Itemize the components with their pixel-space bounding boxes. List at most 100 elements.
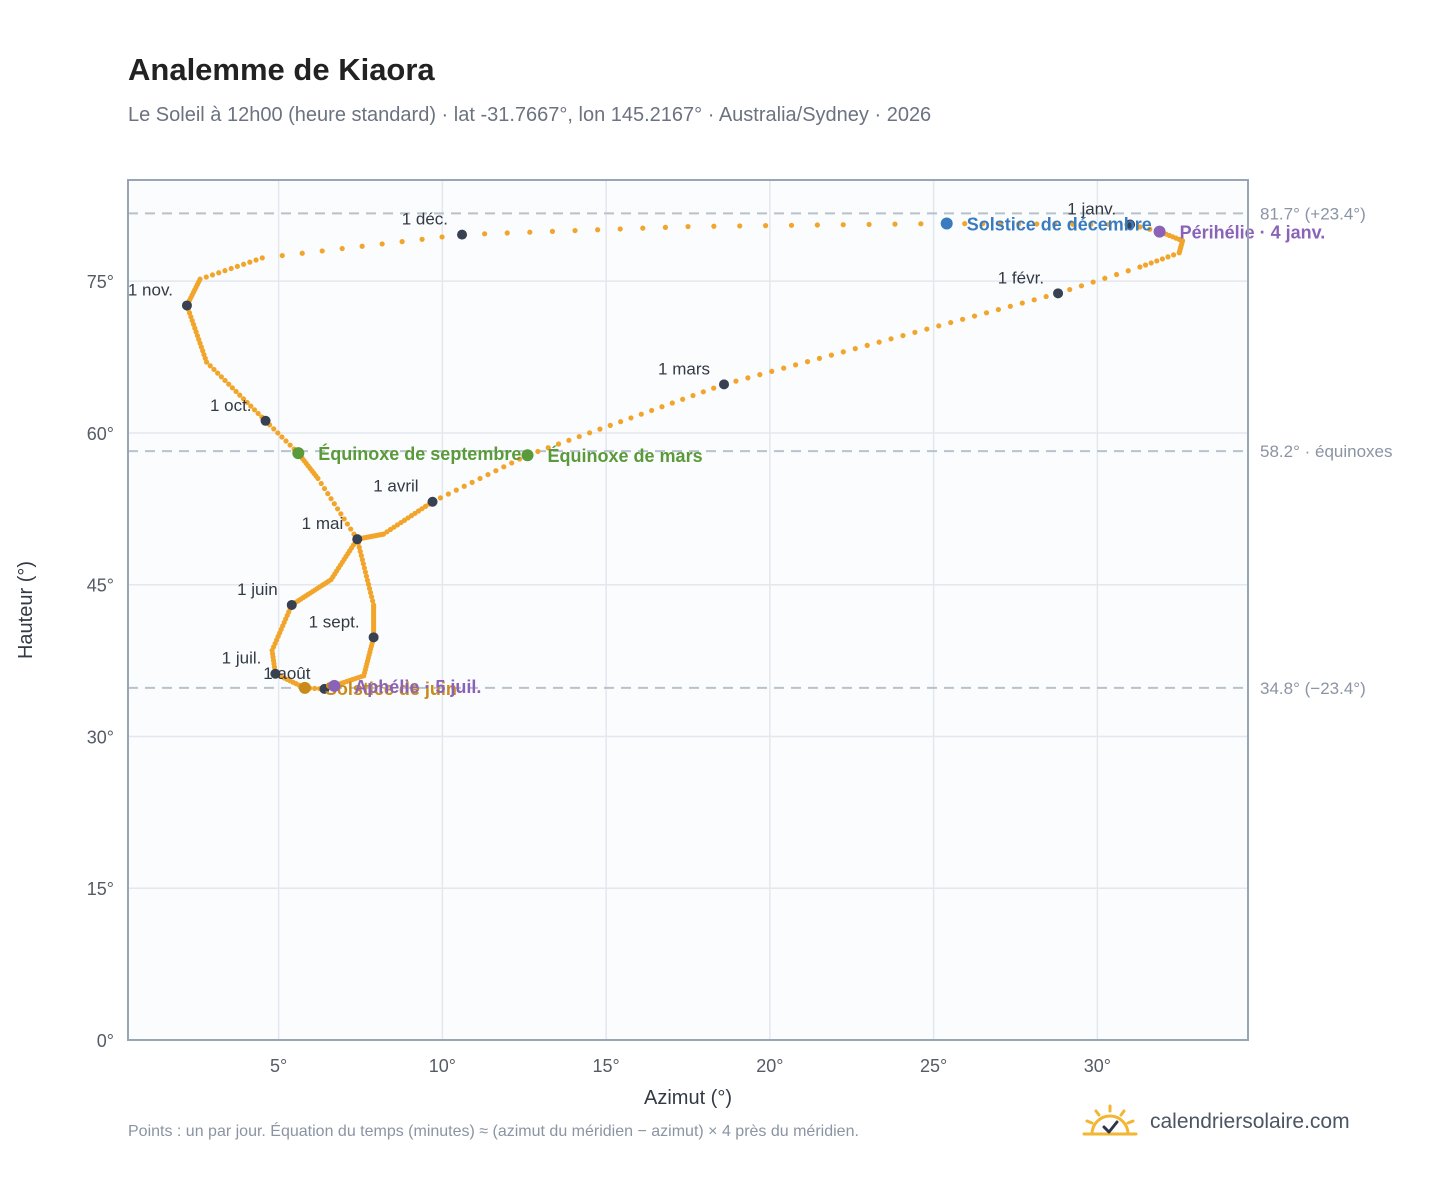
chart-subtitle: Le Soleil à 12h00 (heure standard) · lat… bbox=[128, 104, 932, 126]
month-label: 1 sept. bbox=[309, 612, 360, 631]
daily-sun-point bbox=[998, 221, 1004, 227]
event-label: Solstice de décembre bbox=[967, 215, 1152, 235]
daily-sun-point bbox=[1034, 221, 1040, 227]
daily-sun-point bbox=[576, 433, 582, 440]
month-marker bbox=[181, 300, 192, 311]
daily-sun-point bbox=[216, 270, 222, 276]
daily-sun-point bbox=[234, 263, 240, 270]
daily-sun-point bbox=[485, 471, 491, 478]
event-label: Équinoxe de mars bbox=[548, 445, 703, 466]
month-marker bbox=[1125, 219, 1136, 230]
daily-sun-point bbox=[275, 430, 281, 436]
daily-sun-point bbox=[283, 438, 289, 444]
daily-sun-point bbox=[222, 268, 228, 274]
daily-sun-point bbox=[437, 495, 444, 501]
chart-title: Analemme de Kiaora bbox=[128, 52, 435, 87]
daily-sun-point bbox=[828, 352, 834, 358]
daily-sun-point bbox=[461, 483, 467, 489]
daily-sun-point bbox=[287, 442, 293, 448]
daily-sun-point bbox=[369, 598, 376, 604]
daily-sun-point bbox=[218, 374, 224, 380]
daily-sun-point bbox=[197, 276, 203, 282]
month-label: 1 août bbox=[263, 664, 311, 683]
x-axis-title: Azimut (°) bbox=[644, 1087, 732, 1109]
daily-sun-point bbox=[321, 485, 328, 492]
daily-sun-point bbox=[597, 426, 603, 432]
daily-sun-point bbox=[1102, 275, 1108, 281]
y-tick-label: 30° bbox=[87, 727, 114, 747]
x-tick-label: 20° bbox=[756, 1056, 783, 1076]
month-marker bbox=[260, 415, 271, 426]
month-label: 1 avril bbox=[373, 477, 418, 496]
daily-sun-point bbox=[1113, 271, 1120, 278]
month-marker bbox=[719, 379, 730, 390]
x-tick-label: 25° bbox=[920, 1056, 947, 1076]
sun-check-logo-icon bbox=[1082, 1104, 1138, 1136]
daily-sun-point bbox=[358, 553, 364, 559]
daily-sun-point bbox=[1125, 268, 1131, 274]
x-tick-label: 5° bbox=[270, 1056, 287, 1076]
daily-sun-point bbox=[339, 245, 345, 252]
daily-sun-point bbox=[737, 223, 743, 229]
y-axis-title: Hauteur (°) bbox=[15, 561, 37, 659]
y-tick-label: 60° bbox=[87, 424, 114, 444]
daily-sun-point bbox=[477, 475, 483, 482]
daily-sun-point bbox=[368, 594, 375, 600]
daily-sun-point bbox=[493, 468, 499, 474]
daily-sun-point bbox=[680, 396, 686, 402]
daily-sun-point bbox=[255, 410, 261, 417]
daily-sun-point bbox=[888, 336, 894, 342]
brand-name: calendriersolaire.com bbox=[1150, 1110, 1350, 1133]
month-markers: 1 janv. 1 févr. 1 mars 1 avril 1 mai 1 juin 1 … bbox=[128, 200, 1136, 694]
daily-sun-point bbox=[924, 326, 930, 332]
event-label: Aphélie · 5 juil. bbox=[354, 677, 481, 697]
month-marker bbox=[286, 599, 297, 610]
daily-sun-point bbox=[312, 685, 318, 692]
daily-sun-point bbox=[763, 223, 769, 229]
daily-sun-point bbox=[816, 355, 823, 361]
daily-sun-point bbox=[711, 223, 717, 229]
event-marker bbox=[298, 681, 311, 694]
daily-sun-point bbox=[983, 310, 990, 316]
y-tick-label: 45° bbox=[87, 576, 114, 596]
daily-sun-point bbox=[203, 274, 209, 280]
daily-sun-point bbox=[572, 227, 578, 234]
daily-sun-point bbox=[299, 250, 305, 256]
month-label: 1 janv. bbox=[1067, 200, 1116, 219]
daily-sun-point bbox=[469, 479, 475, 485]
daily-sun-point bbox=[892, 221, 898, 227]
event-label: Périhélie · 4 janv. bbox=[1180, 223, 1326, 243]
daily-sun-point bbox=[209, 272, 216, 278]
daily-sun-point bbox=[501, 464, 507, 470]
daily-sun-point bbox=[365, 581, 372, 587]
daily-sun-point bbox=[595, 227, 601, 233]
daily-sun-point bbox=[864, 342, 870, 348]
daily-sun-point bbox=[1070, 221, 1076, 227]
daily-sun-point bbox=[840, 222, 846, 228]
daily-sun-point bbox=[788, 222, 795, 228]
daily-sun-point bbox=[331, 501, 337, 507]
daily-sun-point bbox=[226, 381, 232, 387]
daily-sun-point bbox=[685, 223, 691, 230]
daily-sun-point bbox=[363, 573, 370, 579]
daily-sun-point bbox=[971, 313, 978, 319]
daily-sun-point bbox=[211, 366, 217, 373]
plot-frame bbox=[127, 179, 1249, 1041]
daily-sun-point bbox=[960, 316, 966, 322]
daily-sun-point bbox=[419, 236, 425, 242]
daily-sun-point bbox=[399, 239, 405, 245]
daily-sun-point bbox=[344, 521, 351, 527]
daily-sun-point bbox=[618, 419, 624, 425]
daily-sun-point bbox=[360, 561, 366, 567]
daily-sun-point bbox=[1052, 221, 1058, 227]
daily-sun-point bbox=[357, 548, 363, 555]
daily-sun-point bbox=[711, 385, 717, 391]
daily-sun-point bbox=[1106, 221, 1112, 228]
daily-sun-point bbox=[640, 225, 646, 231]
daily-sun-point bbox=[1043, 293, 1049, 300]
daily-sun-point bbox=[439, 234, 445, 240]
daily-sun-point bbox=[662, 224, 669, 230]
daily-sun-point bbox=[453, 487, 459, 493]
daily-sun-point bbox=[348, 526, 354, 532]
y-tick-label: 0° bbox=[97, 1031, 114, 1051]
